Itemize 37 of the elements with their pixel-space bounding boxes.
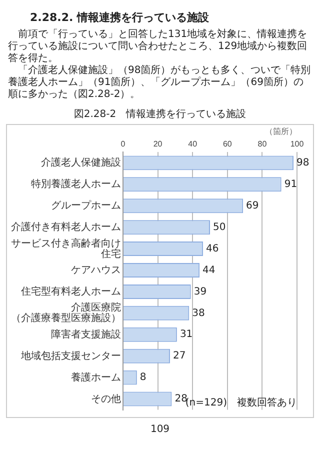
chart-title: 図2.28-2 情報連携を行っている施設 (72, 108, 248, 121)
text: 前項で「行っている」と回答した131地域を対象に、情報連携を行っている施設について問い合わせたところ、129地域から複数回答を得た。 (8, 29, 308, 64)
y-tick-label: その他 (91, 392, 121, 405)
annotation: (n=129) 複数回答あり (185, 396, 297, 408)
y-tick-label: 障害者支援施設 (51, 328, 121, 340)
y-tick-label: 住宅型有料老人ホーム (21, 285, 121, 298)
x-tick-label: 20 (153, 140, 163, 149)
x-tick-label: 60 (222, 140, 232, 149)
data-label: 69 (246, 200, 259, 212)
y-tick-label: サービス付き高齢者向け住宅 (11, 237, 121, 260)
y-tick-label: 介護老人保健施設 (41, 156, 121, 169)
y-tick-label: 特別養護老人ホーム (31, 178, 121, 190)
data-label: 38 (192, 308, 205, 319)
y-tick-label: 介護医療院（介護療養型医療施設） (11, 302, 121, 324)
x-tick-label: 40 (188, 140, 198, 149)
data-label: 50 (213, 222, 226, 233)
data-label: 28 (174, 394, 188, 405)
y-tick-label: 地域包括支援センター (20, 350, 121, 362)
x-tick-label: 80 (258, 140, 268, 149)
x-tick-label: 100 (290, 140, 304, 149)
data-label: 91 (284, 178, 298, 190)
y-tick-label: 介護付き有料老人ホーム (11, 221, 121, 234)
y-tick-label: グループホーム (51, 200, 121, 212)
y-tick-label: ケアハウス (71, 264, 121, 276)
data-label: 46 (206, 243, 219, 254)
x-axis-title: （箇所） (265, 127, 297, 136)
text: 「介護老人保健施設」（98箇所）がもっとも多く、ついで「特別養護老人ホーム」（91箇所）、「グループホーム」（69箇所）の順に多かった（図2.28-2）。 (8, 65, 312, 101)
data-label: 27 (172, 350, 186, 362)
data-label: 8 (140, 372, 146, 384)
data-label: 44 (202, 264, 216, 276)
y-tick-label: 養護ホーム (71, 371, 121, 384)
text: 2.28.2. 情報連携を行っている施設 (30, 10, 210, 25)
text: 109 (149, 424, 171, 435)
data-label: 39 (194, 286, 207, 298)
x-tick-label: 0 (120, 140, 126, 149)
data-label: 31 (180, 329, 193, 340)
data-label: 98 (296, 158, 310, 169)
